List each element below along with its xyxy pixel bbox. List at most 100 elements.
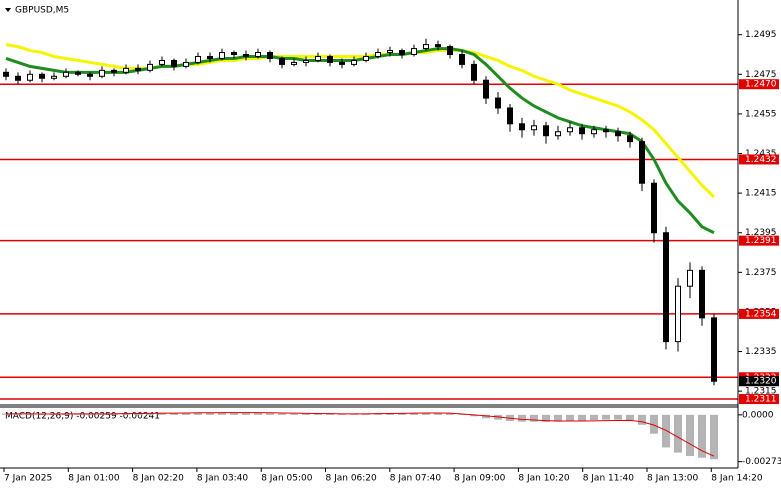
candle-body: [339, 61, 345, 65]
candle-body: [591, 129, 597, 135]
candle-body: [567, 127, 573, 133]
candle-body: [639, 141, 645, 184]
candle-body: [111, 69, 117, 73]
x-tick-label: 8 Jan 10:20: [518, 474, 570, 484]
macd-bar: [434, 412, 442, 415]
macd-bar: [398, 413, 406, 415]
x-tick-label: 7 Jan 2025: [4, 474, 52, 484]
candle-body: [87, 73, 93, 77]
macd-bar: [74, 413, 82, 415]
x-tick-label: 8 Jan 09:00: [454, 474, 506, 484]
candle-body: [555, 131, 561, 137]
y-tick-label: 1.2335: [745, 347, 777, 357]
x-tick-label: 8 Jan 02:20: [133, 474, 185, 484]
macd-bar: [86, 414, 94, 415]
macd-bar: [110, 413, 118, 415]
candle-body: [219, 52, 225, 59]
candle-body: [51, 75, 57, 79]
macd-bar: [686, 414, 694, 456]
candle-body: [471, 63, 477, 81]
candle-body: [399, 50, 405, 56]
macd-bar: [626, 414, 634, 420]
macd-bar: [206, 412, 214, 415]
macd-bar: [542, 414, 550, 423]
macd-bar: [122, 413, 130, 415]
macd-bar: [266, 413, 274, 415]
macd-bar: [674, 414, 682, 453]
level-label-box: [739, 235, 779, 246]
candle-body: [183, 61, 189, 67]
macd-bar: [662, 414, 670, 448]
macd-bar: [614, 414, 622, 420]
macd-bar: [278, 413, 286, 415]
macd-bar: [710, 414, 718, 460]
macd-bar: [458, 414, 466, 416]
chart-title: GBPUSD,M5: [15, 6, 69, 16]
macd-bar: [422, 412, 430, 415]
candle-body: [135, 67, 141, 71]
macd-bar: [326, 414, 334, 415]
candle-body: [495, 97, 501, 109]
candle-body: [195, 55, 201, 63]
y-tick-label: 1.2495: [745, 30, 777, 40]
candle-body: [543, 125, 549, 137]
macd-bar: [182, 412, 190, 415]
title-icon: [5, 8, 11, 12]
x-tick-label: 8 Jan 07:40: [390, 474, 442, 484]
macd-bar: [254, 412, 262, 415]
candle-body: [3, 71, 9, 77]
candle-body: [531, 125, 537, 131]
y-tick-label: 1.2475: [745, 70, 777, 80]
macd-bar: [350, 414, 358, 415]
x-tick-label: 8 Jan 14:20: [711, 474, 763, 484]
candle-body: [675, 285, 681, 343]
candle-body: [291, 61, 297, 65]
current-price-label: 1.2320: [745, 377, 777, 387]
macd-bar: [230, 412, 238, 415]
candle-body: [39, 73, 45, 79]
level-label-box: [739, 308, 779, 319]
candle-body: [435, 44, 441, 48]
macd-bar: [410, 412, 418, 415]
candle-body: [159, 59, 165, 65]
level-label: 1.2470: [745, 80, 777, 90]
macd-bar: [566, 414, 574, 422]
y-tick-label: 1.2375: [745, 268, 777, 278]
macd-bar: [170, 413, 178, 415]
candle-body: [63, 71, 69, 77]
candle-body: [411, 48, 417, 56]
macd-bar: [158, 412, 166, 415]
macd-bar: [194, 412, 202, 415]
macd-bar: [554, 414, 562, 422]
level-label: 1.2354: [745, 309, 777, 319]
macd-bar: [518, 414, 526, 422]
candle-body: [315, 55, 321, 61]
macd-bar: [14, 414, 22, 415]
level-label: 1.2391: [745, 236, 777, 246]
candle-body: [375, 52, 381, 57]
macd-bar: [650, 414, 658, 434]
candle-body: [327, 55, 333, 63]
x-tick-label: 8 Jan 06:20: [326, 474, 378, 484]
macd-bar: [578, 414, 586, 421]
macd-bar: [602, 414, 610, 420]
candle-body: [507, 107, 513, 125]
candle-body: [459, 54, 465, 65]
candle-body: [423, 44, 429, 50]
macd-bar: [242, 412, 250, 415]
macd-y-tick-label: 0.0000: [742, 410, 774, 420]
candle-body: [207, 55, 213, 59]
candle-body: [651, 182, 657, 234]
candle-body: [663, 232, 669, 343]
level-label-box: [739, 394, 779, 405]
candle-body: [387, 50, 393, 54]
y-tick-label: 1.2455: [745, 109, 777, 119]
y-tick-label: 1.2435: [745, 149, 777, 159]
macd-bar: [338, 414, 346, 415]
candle-body: [519, 123, 525, 131]
candle-body: [483, 79, 489, 99]
macd-bar: [26, 413, 34, 415]
macd-bar: [638, 414, 646, 425]
macd-bar: [698, 414, 706, 458]
